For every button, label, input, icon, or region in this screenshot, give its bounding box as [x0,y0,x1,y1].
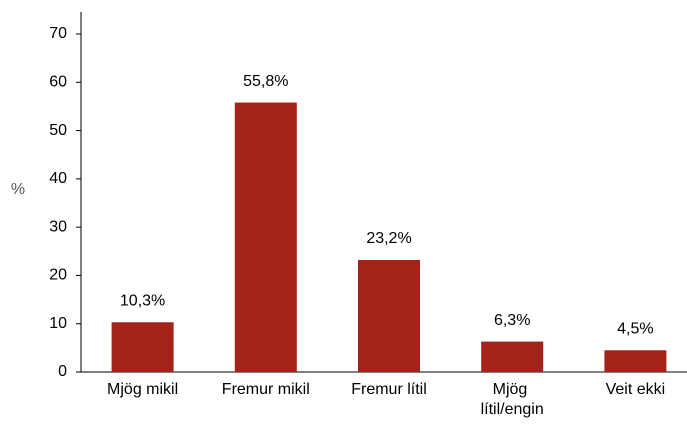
y-tick-label: 60 [49,74,67,91]
x-tick-label: Mjög mikil [107,381,178,398]
bar [111,322,174,372]
bar [481,341,544,372]
value-label: 55,8% [243,73,288,90]
y-tick-label: 30 [49,218,67,235]
x-tick-label-line: lítil/engin [481,401,544,418]
value-label: 4,5% [617,320,653,337]
bar [604,350,667,372]
x-tick-label: Veit ekki [606,381,666,398]
y-tick-label: 0 [58,363,67,380]
y-tick-label: 10 [49,315,67,332]
bar [358,259,420,372]
y-tick-label: 20 [49,267,67,284]
x-tick-label: Fremur lítil [351,381,427,398]
y-tick-label: 70 [49,25,67,42]
x-tick-label: Mjög lítil/engin [481,381,544,418]
value-label: 10,3% [120,292,165,309]
y-tick-label: 40 [49,170,67,187]
value-label: 23,2% [366,230,411,247]
x-tick-label-line: Mjög [493,381,532,398]
y-axis-label: % [11,181,25,198]
x-tick-label: Fremur mikil [222,381,310,398]
value-label: 6,3% [494,312,530,329]
y-tick-label: 50 [49,122,67,139]
bar [234,102,297,373]
